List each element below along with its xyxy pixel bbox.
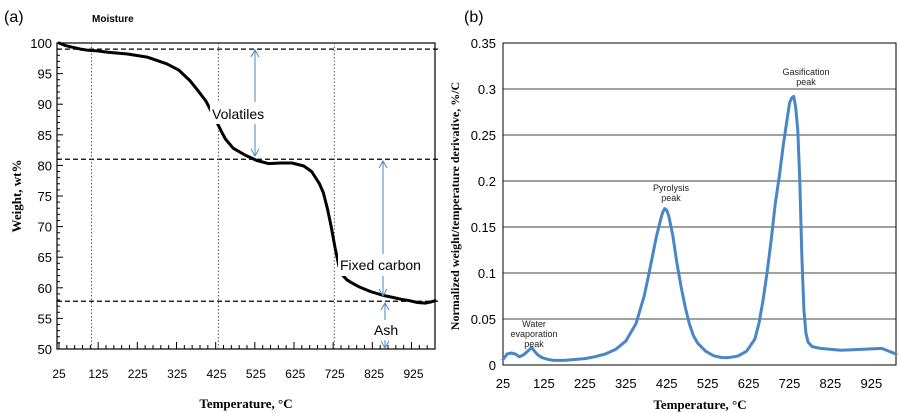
ash-label-bg [372,320,406,340]
panel-a-x-tick-marks [58,342,436,349]
x-tick-label: 825 [364,367,384,381]
gasification-peak-label-line2: peak [796,77,816,87]
x-tick-label: 925 [403,367,423,381]
x-tick-label: 25 [52,367,66,381]
panel-a-weight-curve [57,41,437,305]
ash-arrowhead-bottom [380,340,390,350]
volatiles-arrowhead-bottom [250,148,260,158]
volatiles-arrowhead-top [250,48,260,58]
x-tick-label: 125 [533,376,555,391]
volatiles-label: Volatiles [212,106,264,122]
x-tick-label: 25 [496,376,510,391]
y-tick-label: 0.1 [478,266,496,281]
panel-a-y-axis-title: Weight, wt% [9,160,24,233]
x-tick-label: 325 [167,367,187,381]
y-tick-label: 0.2 [478,174,496,189]
ash-arrowhead-top [380,301,390,311]
x-tick-label: 525 [246,367,266,381]
y-tick-label: 50 [38,342,52,357]
panel-b-y-tick-labels: 0.35 0.3 0.25 0.2 0.15 0.1 0.05 0 [471,36,496,373]
x-tick-label: 125 [88,367,108,381]
moisture-label: Moisture [92,14,134,25]
y-tick-label: 55 [38,311,52,326]
fixed-carbon-label-bg [338,254,432,276]
x-tick-label: 225 [574,376,596,391]
y-tick-label: 70 [38,220,52,235]
y-tick-label: 65 [38,250,52,265]
panel-b-gridlines [503,88,896,320]
water-peak-label-line2: evaporation [510,329,557,339]
volatiles-label-bg [210,102,290,124]
y-tick-label: 75 [38,189,52,204]
y-tick-label: 85 [38,128,52,143]
panel-a-label: (a) [4,9,24,26]
water-peak-label-line3: peak [524,339,544,349]
x-tick-label: 825 [820,376,842,391]
x-tick-label: 525 [697,376,719,391]
x-tick-label: 725 [325,367,345,381]
panel-b-x-axis-title: Temperature, °C [653,397,746,412]
x-tick-label: 625 [285,367,305,381]
panel-b-derivative-curve [501,94,898,362]
panel-b-y-axis-title: Normalized weight/temperature derivative… [448,82,462,330]
fixed-carbon-arrowhead-top [378,159,388,169]
panel-b-label: (b) [464,9,484,26]
x-tick-label: 425 [656,376,678,391]
x-tick-label: 225 [128,367,148,381]
water-peak-label-line1: Water [522,319,546,329]
panel-b-x-tick-labels: 25 125 225 325 425 525 625 725 825 925 [496,376,882,391]
pyrolysis-peak-label-line1: Pyrolysis [653,183,690,193]
fixed-carbon-arrowhead-bottom [378,288,388,298]
y-tick-label: 90 [38,97,52,112]
fixed-carbon-label: Fixed carbon [340,257,421,273]
y-tick-label: 0 [489,358,496,373]
y-tick-label: 100 [30,36,52,51]
y-tick-label: 0.05 [471,312,496,327]
y-tick-label: 95 [38,67,52,82]
x-tick-label: 425 [206,367,226,381]
x-tick-label: 325 [615,376,637,391]
y-tick-label: 60 [38,281,52,296]
y-tick-label: 80 [38,158,52,173]
gasification-peak-label-line1: Gasification [782,67,829,77]
x-tick-label: 925 [861,376,883,391]
y-tick-label: 0.25 [471,128,496,143]
pyrolysis-peak-label-line2: peak [661,193,681,203]
y-tick-label: 0.35 [471,36,496,51]
panel-b-plot-frame [502,42,897,366]
panel-b-derivative-chart: (b) 0.35 0.3 0.25 0.2 0.15 0.1 0.05 0 25… [448,9,898,412]
y-tick-label: 0.15 [471,220,496,235]
y-tick-label: 0.3 [478,82,496,97]
panel-a-x-axis-title: Temperature, °C [199,396,292,411]
panel-a-y-tick-labels: 100 95 90 85 80 75 70 65 60 55 50 [30,36,52,357]
ash-label: Ash [374,322,398,338]
panel-a-x-tick-labels: 25 125 225 325 425 525 625 725 825 925 [52,367,424,381]
x-tick-label: 625 [738,376,760,391]
x-tick-label: 725 [779,376,801,391]
panel-a-weight-loss-chart: (a) Moisture 100 95 90 85 80 75 70 65 60… [4,9,440,411]
